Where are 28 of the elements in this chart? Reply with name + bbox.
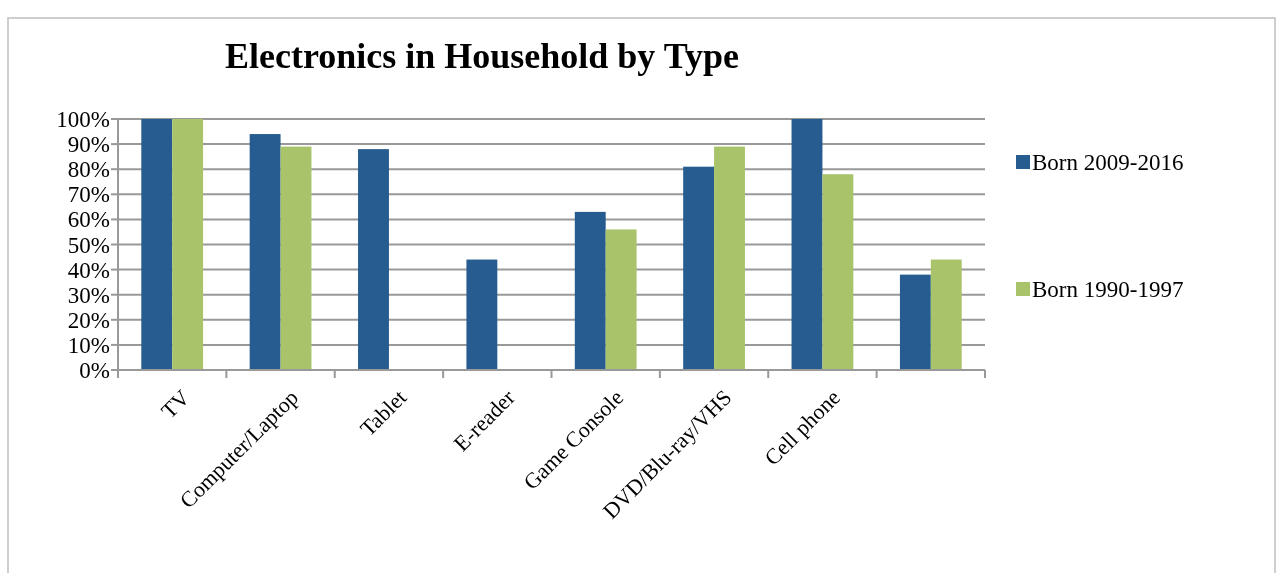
bar [141, 119, 173, 370]
y-tick-label: 10% [67, 332, 110, 358]
y-tick-label: 60% [67, 207, 110, 233]
bar [683, 166, 715, 370]
legend-label: Born 2009-2016 [1032, 150, 1184, 176]
bar [605, 229, 637, 370]
legend-label: Born 1990-1997 [1032, 277, 1184, 303]
bar [249, 134, 281, 370]
y-tick-label: 40% [67, 257, 110, 283]
y-tick-label: 50% [67, 232, 110, 258]
chart-title: Electronics in Household by Type [224, 36, 740, 76]
bar [791, 119, 823, 370]
bar [574, 211, 606, 370]
bar [930, 259, 962, 370]
bar [899, 274, 931, 370]
bar [358, 149, 389, 370]
y-tick-label: 30% [67, 282, 110, 308]
bar [714, 146, 745, 370]
y-tick-label: 20% [67, 307, 110, 333]
y-tick-label: 100% [56, 107, 110, 133]
y-tick-label: 70% [67, 182, 110, 208]
y-tick-label: 90% [67, 132, 110, 158]
bar [466, 259, 498, 370]
bar [172, 119, 204, 370]
bar [822, 174, 854, 370]
y-tick-label: 80% [67, 157, 110, 183]
bar [280, 146, 312, 370]
y-tick-label: 0% [79, 358, 110, 384]
